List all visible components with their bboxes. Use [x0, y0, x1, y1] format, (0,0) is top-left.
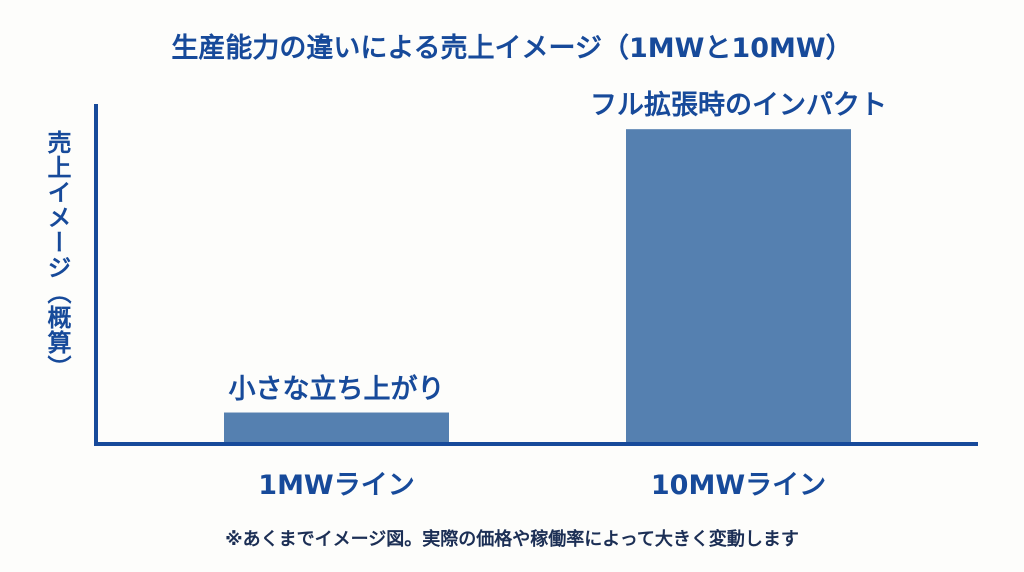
- x-tick-label-10mw: 10MWライン: [650, 470, 827, 501]
- x-tick-label-1mw: 1MWライン: [258, 470, 415, 501]
- bar-annotation-10mw: フル拡張時のインパクト: [590, 90, 887, 122]
- bar-0: [224, 412, 449, 444]
- bar-annotation-1mw: 小さな立ち上がり: [228, 373, 445, 405]
- bar-1: [626, 129, 851, 444]
- y-axis-label: 売上イメージ（概算）: [43, 130, 71, 380]
- footnote: ※あくまでイメージ図。実際の価格や稼働率によって大きく変動します: [225, 529, 799, 550]
- chart-title: 生産能力の違いによる売上イメージ（1MWと10MW）: [171, 33, 853, 64]
